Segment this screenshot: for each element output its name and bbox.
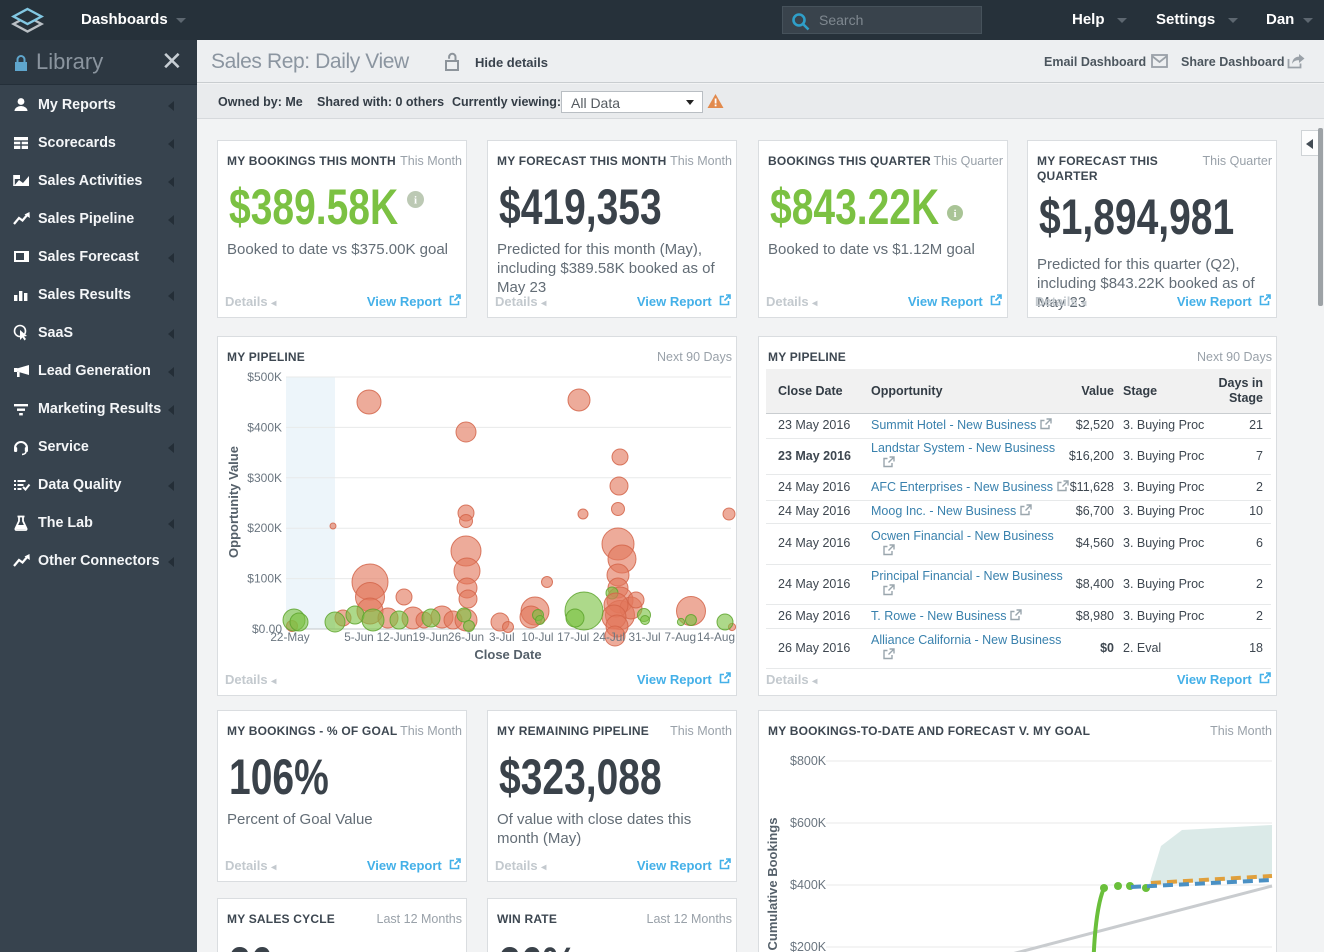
svg-text:5-Jun: 5-Jun bbox=[344, 630, 374, 644]
svg-text:26-Jun: 26-Jun bbox=[448, 630, 484, 644]
svg-text:$800K: $800K bbox=[790, 754, 827, 768]
svg-text:10-Jul: 10-Jul bbox=[521, 630, 553, 644]
svg-text:$400K: $400K bbox=[790, 878, 827, 892]
svg-text:Cumulative Bookings: Cumulative Bookings bbox=[765, 818, 780, 951]
svg-text:22-May: 22-May bbox=[270, 630, 309, 644]
svg-text:Opportunity Value: Opportunity Value bbox=[226, 446, 241, 558]
svg-text:24-Jul: 24-Jul bbox=[593, 630, 625, 644]
svg-text:$200K: $200K bbox=[247, 521, 282, 535]
svg-text:$200K: $200K bbox=[790, 940, 827, 952]
svg-text:$400K: $400K bbox=[247, 420, 282, 434]
svg-text:$0.00: $0.00 bbox=[252, 622, 282, 636]
svg-text:19-Jun: 19-Jun bbox=[412, 630, 448, 644]
svg-text:$600K: $600K bbox=[790, 816, 827, 830]
svg-text:3-Jul: 3-Jul bbox=[489, 630, 515, 644]
svg-text:$500K: $500K bbox=[247, 370, 282, 384]
svg-text:14-Aug: 14-Aug bbox=[697, 630, 735, 644]
svg-text:7-Aug: 7-Aug bbox=[665, 630, 696, 644]
svg-text:31-Jul: 31-Jul bbox=[629, 630, 661, 644]
svg-text:i: i bbox=[414, 195, 417, 207]
svg-text:$300K: $300K bbox=[247, 471, 282, 485]
svg-text:Close Date: Close Date bbox=[474, 647, 541, 662]
svg-text:$100K: $100K bbox=[247, 572, 282, 586]
svg-text:i: i bbox=[954, 209, 957, 220]
svg-text:17-Jul: 17-Jul bbox=[557, 630, 589, 644]
svg-text:12-Jun: 12-Jun bbox=[377, 630, 413, 644]
